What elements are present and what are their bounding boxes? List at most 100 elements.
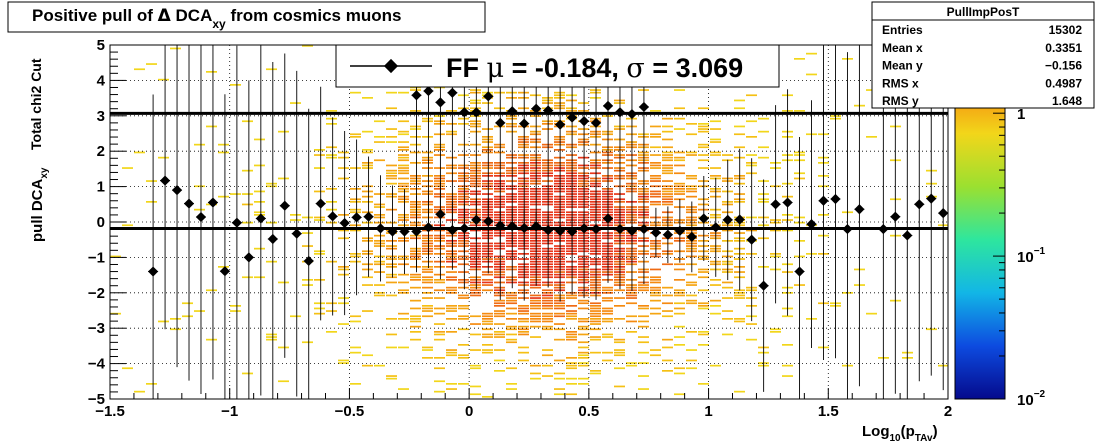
heatmap-cell bbox=[350, 211, 361, 214]
heatmap-cell bbox=[506, 240, 517, 242]
heatmap-cell bbox=[410, 180, 421, 182]
heatmap-cell bbox=[422, 201, 433, 203]
heatmap-cell bbox=[218, 195, 229, 198]
heatmap-cell bbox=[470, 289, 481, 292]
heatmap-cell bbox=[458, 198, 469, 201]
heatmap-cell bbox=[578, 255, 589, 258]
heatmap-cell bbox=[530, 305, 541, 307]
heatmap-cell bbox=[422, 310, 433, 312]
heatmap-cell bbox=[194, 185, 205, 188]
heatmap-cell bbox=[590, 315, 601, 318]
heatmap-cell bbox=[638, 289, 649, 292]
heatmap-cell bbox=[314, 190, 325, 193]
heatmap-cell bbox=[602, 154, 613, 156]
heatmap-cell bbox=[590, 242, 601, 245]
heatmap-cell bbox=[566, 318, 577, 320]
heatmap-cell bbox=[602, 146, 613, 149]
heatmap-cell bbox=[422, 162, 433, 164]
heatmap-cell bbox=[446, 110, 457, 112]
heatmap-cell bbox=[662, 151, 673, 154]
heatmap-cell bbox=[710, 128, 721, 130]
heatmap-cell bbox=[530, 203, 541, 206]
heatmap-cell bbox=[506, 172, 517, 175]
heatmap-cell bbox=[602, 333, 613, 336]
heatmap-cell bbox=[410, 320, 421, 323]
y-tick-label: 5 bbox=[97, 37, 105, 54]
heatmap-cell bbox=[602, 232, 613, 234]
heatmap-cell bbox=[626, 284, 637, 286]
heatmap-cell bbox=[350, 320, 361, 323]
heatmap-cell bbox=[182, 302, 193, 305]
heatmap-cell bbox=[410, 201, 421, 203]
heatmap-cell bbox=[506, 367, 517, 370]
heatmap-cell bbox=[614, 305, 625, 307]
x-axis: −1.5 −1 −0.5 0 0.5 1 1.5 2 bbox=[95, 388, 952, 420]
heatmap-cell bbox=[290, 214, 301, 216]
heatmap-cell bbox=[578, 211, 589, 214]
heatmap-cell bbox=[626, 201, 637, 203]
heatmap-cell bbox=[602, 312, 613, 315]
heatmap-cell bbox=[566, 247, 577, 250]
heatmap-cell bbox=[602, 310, 613, 312]
heatmap-cell bbox=[650, 154, 661, 156]
heatmap-cell bbox=[626, 247, 637, 250]
y-tick-label: 1 bbox=[97, 179, 105, 196]
heatmap-cell bbox=[662, 338, 673, 341]
heatmap-cell bbox=[482, 260, 493, 263]
heatmap-cell bbox=[782, 344, 793, 346]
heatmap-cell bbox=[446, 250, 457, 253]
data-point bbox=[555, 119, 566, 130]
heatmap-cell bbox=[626, 234, 637, 237]
legend-entry: FF μ = -0.184, σ = 3.069 bbox=[446, 53, 743, 84]
heatmap-cell bbox=[482, 198, 493, 201]
heatmap-cell bbox=[626, 190, 637, 193]
heatmap-cell bbox=[542, 188, 553, 190]
heatmap-cell bbox=[374, 159, 385, 162]
heatmap-cell bbox=[410, 136, 421, 138]
heatmap-cell bbox=[590, 305, 601, 307]
heatmap-cell bbox=[566, 294, 577, 297]
heatmap-cell bbox=[614, 351, 625, 354]
heatmap-cell bbox=[602, 359, 613, 362]
heatmap-cell bbox=[386, 221, 397, 224]
heatmap-cell bbox=[242, 276, 253, 279]
heatmap-cell bbox=[470, 284, 481, 286]
heatmap-cell bbox=[686, 359, 697, 362]
heatmap-cell bbox=[386, 164, 397, 167]
heatmap-cell bbox=[542, 201, 553, 203]
heatmap-cell bbox=[554, 271, 565, 273]
heatmap-cell bbox=[494, 333, 505, 336]
heatmap-cell bbox=[362, 130, 373, 133]
heatmap-cell bbox=[494, 167, 505, 169]
heatmap-cell bbox=[698, 146, 709, 149]
heatmap-cell bbox=[434, 281, 445, 284]
heatmap-cell bbox=[590, 294, 601, 297]
heatmap-cell bbox=[470, 266, 481, 268]
heatmap-cell bbox=[626, 258, 637, 260]
heatmap-cell bbox=[614, 349, 625, 351]
heatmap-cell bbox=[650, 136, 661, 138]
heatmap-cell bbox=[530, 125, 541, 128]
heatmap-cell bbox=[614, 175, 625, 177]
heatmap-cell bbox=[350, 229, 361, 232]
heatmap-cell bbox=[566, 338, 577, 341]
heatmap-cell bbox=[494, 268, 505, 271]
heatmap-cell bbox=[566, 260, 577, 263]
heatmap-cell bbox=[518, 351, 529, 354]
heatmap-cell bbox=[578, 341, 589, 344]
heatmap-cell bbox=[446, 331, 457, 333]
data-point bbox=[219, 266, 231, 277]
heatmap-cell bbox=[554, 247, 565, 250]
heatmap-cell bbox=[434, 390, 445, 393]
heatmap-cell bbox=[602, 320, 613, 323]
heatmap-cell bbox=[494, 203, 505, 206]
heatmap-cell bbox=[362, 354, 373, 357]
x-tick-label: 1 bbox=[704, 403, 712, 420]
heatmap-cell bbox=[446, 240, 457, 242]
heatmap-cell bbox=[710, 120, 721, 123]
heatmap-cell bbox=[386, 169, 397, 172]
heatmap-cell bbox=[626, 331, 637, 333]
heatmap-cell bbox=[638, 286, 649, 289]
heatmap-cell bbox=[566, 364, 577, 367]
heatmap-cell bbox=[602, 234, 613, 237]
